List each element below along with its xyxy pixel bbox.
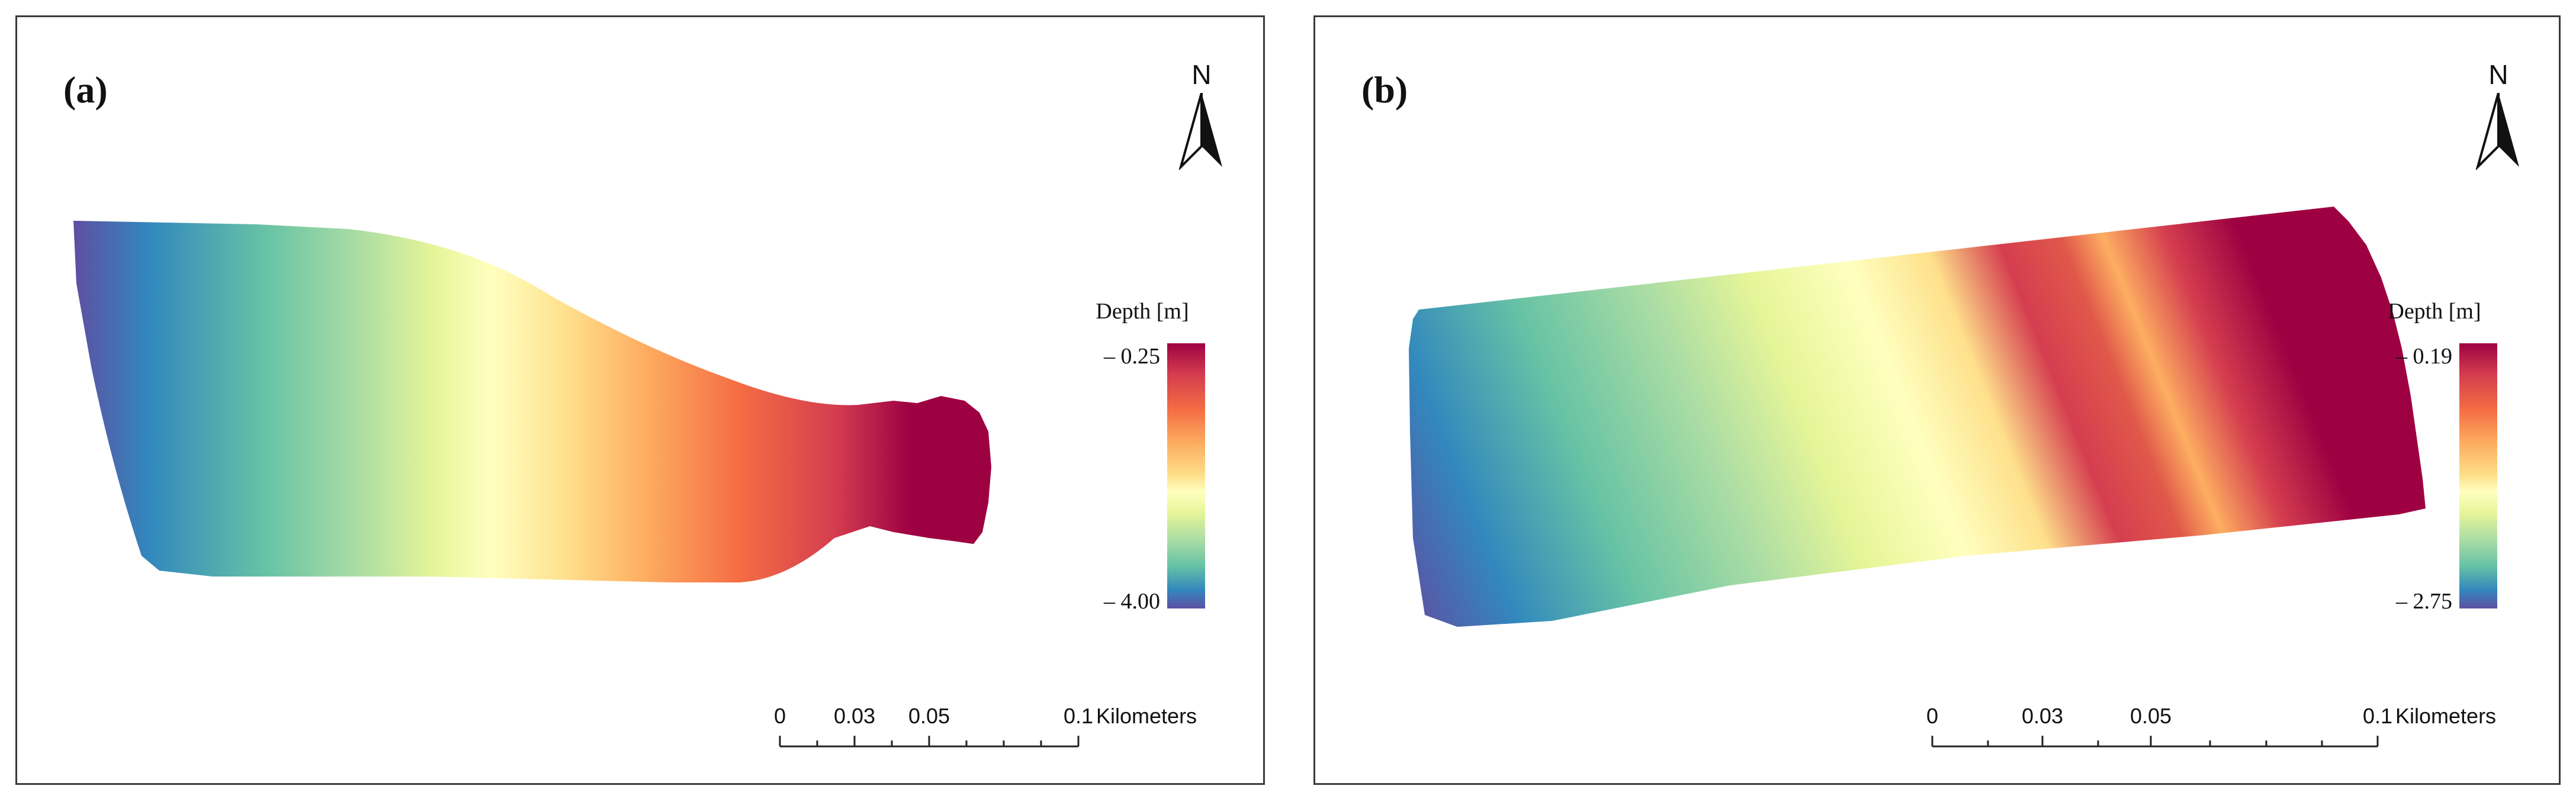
scale-tick-1-a: 0.03 <box>833 704 876 728</box>
north-arrow-a: N <box>1172 59 1231 183</box>
legend-min-a: – 4.00 <box>1104 589 1160 614</box>
panel-label-b: (b) <box>1361 69 1408 111</box>
north-label-a: N <box>1191 59 1212 90</box>
scale-tick-2-b: 0.05 <box>2129 704 2172 728</box>
north-arrow-icon <box>2475 93 2519 170</box>
scale-tick-2-a: 0.05 <box>908 704 950 728</box>
legend-min-b: – 2.75 <box>2396 589 2452 614</box>
scale-tick-1-b: 0.03 <box>2021 704 2064 728</box>
scale-tick-0-a: 0 <box>773 704 786 728</box>
scale-tick-3-a: 0.1 <box>1063 704 1094 728</box>
north-arrow-b: N <box>2469 59 2528 183</box>
depth-raster-a <box>73 221 991 582</box>
scale-bar-graphic-a <box>779 736 1080 748</box>
legend-colorbar-b <box>2459 343 2497 608</box>
scale-unit-b: Kilometers <box>2395 704 2497 728</box>
scale-bar-a: 0 0.03 0.05 0.1 Kilometers <box>773 704 1249 751</box>
legend-title-a: Depth [m] <box>1096 299 1189 324</box>
panel-label-a: (a) <box>63 69 108 111</box>
north-label-b: N <box>2488 59 2508 90</box>
north-arrow-icon <box>1178 93 1222 170</box>
depth-legend-b: Depth [m] – 0.19 – 2.75 <box>2346 298 2523 630</box>
depth-map-a <box>73 221 991 582</box>
depth-map-b <box>1409 207 2426 627</box>
legend-max-a: – 0.25 <box>1104 344 1160 369</box>
scale-tick-0-b: 0 <box>1926 704 1939 728</box>
legend-max-b: – 0.19 <box>2396 344 2452 369</box>
legend-colorbar-a <box>1167 343 1205 608</box>
map-panel-b: (b) N <box>1313 15 2561 785</box>
depth-raster-b <box>1409 207 2426 627</box>
scale-tick-3-b: 0.1 <box>2362 704 2393 728</box>
scale-bar-b: 0 0.03 0.05 0.1 Kilometers <box>1926 704 2549 751</box>
legend-title-b: Depth [m] <box>2388 299 2481 324</box>
scale-unit-a: Kilometers <box>1096 704 1197 728</box>
depth-legend-a: Depth [m] – 0.25 – 4.00 <box>1053 298 1231 630</box>
scale-bar-graphic-b <box>1931 736 2379 748</box>
map-panel-a: (a) N <box>15 15 1265 785</box>
